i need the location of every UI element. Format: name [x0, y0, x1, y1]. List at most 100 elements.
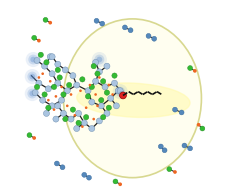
Circle shape: [113, 84, 128, 99]
Circle shape: [62, 67, 68, 73]
Circle shape: [182, 143, 187, 148]
Circle shape: [38, 76, 40, 79]
Circle shape: [26, 52, 41, 67]
Circle shape: [34, 57, 40, 64]
Circle shape: [45, 86, 51, 92]
Circle shape: [104, 63, 110, 69]
Circle shape: [70, 93, 72, 96]
Circle shape: [101, 79, 106, 84]
Circle shape: [57, 75, 62, 80]
Circle shape: [123, 25, 127, 30]
Circle shape: [162, 148, 167, 153]
Circle shape: [167, 167, 172, 172]
Circle shape: [146, 33, 151, 38]
Circle shape: [96, 57, 102, 62]
Circle shape: [94, 93, 97, 96]
Circle shape: [119, 91, 125, 98]
Circle shape: [85, 94, 91, 99]
Circle shape: [111, 93, 114, 96]
Circle shape: [92, 118, 95, 120]
Circle shape: [47, 99, 50, 101]
Circle shape: [80, 77, 85, 82]
Circle shape: [100, 21, 105, 26]
Circle shape: [63, 116, 68, 122]
Circle shape: [104, 110, 110, 116]
Circle shape: [42, 92, 47, 97]
Circle shape: [96, 105, 99, 107]
Circle shape: [44, 60, 49, 65]
Circle shape: [117, 88, 123, 94]
Circle shape: [61, 92, 66, 97]
Circle shape: [113, 179, 118, 184]
Circle shape: [43, 17, 48, 22]
Circle shape: [79, 89, 82, 92]
Circle shape: [93, 78, 99, 84]
Circle shape: [27, 133, 32, 138]
Circle shape: [128, 28, 133, 33]
Circle shape: [49, 80, 52, 83]
Circle shape: [36, 80, 42, 86]
Circle shape: [96, 118, 102, 124]
Circle shape: [197, 123, 200, 127]
Circle shape: [41, 63, 48, 69]
Circle shape: [60, 86, 63, 88]
Circle shape: [27, 89, 37, 98]
Circle shape: [59, 97, 65, 103]
Circle shape: [94, 18, 99, 23]
Circle shape: [82, 172, 87, 177]
Circle shape: [70, 73, 76, 79]
Circle shape: [93, 59, 99, 65]
Circle shape: [104, 90, 110, 95]
Circle shape: [85, 88, 91, 94]
Circle shape: [32, 90, 38, 96]
Circle shape: [158, 144, 163, 149]
Circle shape: [172, 107, 177, 112]
Circle shape: [74, 82, 80, 88]
Circle shape: [41, 72, 44, 75]
Circle shape: [188, 146, 193, 151]
Circle shape: [101, 115, 106, 120]
Circle shape: [95, 71, 100, 76]
Circle shape: [74, 114, 76, 117]
Circle shape: [106, 105, 112, 110]
Circle shape: [112, 73, 117, 78]
Circle shape: [49, 54, 55, 60]
Circle shape: [34, 84, 40, 90]
Circle shape: [112, 80, 117, 86]
Circle shape: [113, 103, 119, 109]
Circle shape: [98, 76, 101, 79]
Circle shape: [96, 69, 102, 75]
Circle shape: [66, 105, 68, 107]
Circle shape: [95, 55, 104, 64]
Circle shape: [87, 175, 91, 180]
Circle shape: [76, 120, 81, 125]
Circle shape: [46, 105, 51, 110]
Circle shape: [81, 125, 84, 128]
Circle shape: [44, 110, 49, 116]
Circle shape: [70, 107, 76, 112]
Circle shape: [115, 87, 125, 97]
Circle shape: [55, 67, 60, 73]
Circle shape: [117, 89, 123, 94]
Circle shape: [25, 69, 40, 84]
Circle shape: [28, 55, 38, 64]
Circle shape: [108, 95, 114, 101]
Circle shape: [55, 95, 57, 98]
Circle shape: [91, 64, 96, 69]
Circle shape: [193, 69, 197, 73]
Circle shape: [102, 84, 108, 90]
Circle shape: [115, 88, 121, 94]
Circle shape: [55, 61, 61, 67]
Circle shape: [89, 125, 95, 132]
Circle shape: [38, 52, 44, 57]
Circle shape: [60, 165, 65, 170]
Circle shape: [48, 21, 52, 25]
Circle shape: [188, 66, 193, 70]
Circle shape: [107, 84, 110, 86]
Circle shape: [49, 71, 55, 77]
Circle shape: [89, 84, 95, 90]
Circle shape: [37, 39, 41, 43]
Circle shape: [55, 80, 61, 86]
Circle shape: [55, 103, 61, 109]
Circle shape: [120, 92, 126, 99]
